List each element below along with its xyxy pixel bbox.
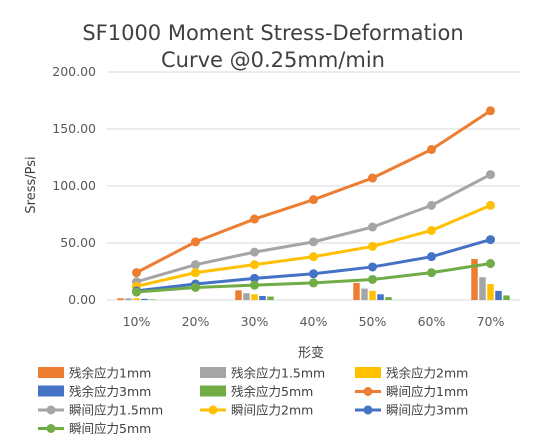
legend-swatch-bar [200,367,226,378]
bar [361,288,368,300]
series-line [135,109,492,274]
line-point [368,262,377,272]
line-point [250,260,259,270]
bar [377,294,384,300]
line-point [427,252,436,262]
legend-swatch-bar [355,367,381,378]
legend-swatch-bar [38,367,64,378]
bar [503,295,510,300]
y-tick-label: 100.00 [52,178,96,193]
line-point [309,195,318,205]
bar [353,282,360,300]
legend-label: 瞬间应力1mm [386,384,468,399]
legend-swatch-marker [363,405,373,415]
line-series-group [132,106,495,297]
bar [243,293,250,300]
legend-swatch-marker [208,405,218,415]
x-tick-label: 70% [477,314,505,329]
y-tick-label: 150.00 [52,121,96,136]
y-tick-labels: 0.00 50.00 100.00 150.00 200.00 [52,64,96,307]
bar [471,258,478,300]
legend-label: 残余应力3mm [69,384,151,399]
y-tick-label: 200.00 [52,64,96,79]
y-tick-label: 0.00 [68,292,96,307]
line-point [486,106,495,116]
chart-title-line1: SF1000 Moment Stress-Deformation [82,21,463,45]
line-point [250,273,259,283]
bar [141,298,148,300]
legend-swatch-bar [38,385,64,397]
bar [251,294,258,300]
line-point [191,237,200,247]
line-point [309,269,318,279]
bar [487,284,494,300]
x-tick-label: 20% [182,314,210,329]
legend-label: 残余应力2mm [386,366,468,381]
bar [133,298,140,300]
legend-swatch-marker [46,405,56,415]
bar [259,296,266,300]
line-point [486,170,495,180]
bar [235,290,242,300]
x-tick-label: 50% [359,314,387,329]
bar [267,296,274,300]
x-tick-labels: 10% 20% 30% 40% 50% 60% 70% [123,314,505,329]
line-point [250,280,259,290]
line-point [368,222,377,232]
legend-label: 残余应力1.5mm [231,366,325,381]
line-point [427,268,436,278]
line-point [486,235,495,245]
legend-label: 残余应力1mm [69,366,151,381]
line-point [191,282,200,292]
line-point [250,214,259,224]
bar [117,298,124,300]
line-point [427,200,436,210]
line-point [427,225,436,235]
line-point [368,274,377,284]
line-point [486,259,495,269]
line-point [309,252,318,262]
line-point [368,173,377,183]
legend-swatch-marker [46,424,56,433]
y-tick-label: 50.00 [60,235,96,250]
bar [385,297,392,300]
legend-swatch-bar [200,385,226,397]
line-point [309,237,318,247]
bar-series-group [117,258,510,300]
y-axis-label: Sress/Psi [24,156,39,213]
x-tick-label: 30% [241,314,269,329]
bar [125,298,132,300]
x-axis-label: 形变 [298,345,324,361]
bar [479,277,486,300]
legend-label: 瞬间应力5mm [69,421,151,436]
legend-label: 残余应力5mm [231,384,313,399]
chart-title-line2: Curve @0.25mm/min [161,48,385,72]
x-tick-label: 10% [123,314,151,329]
legend: 残余应力1mm 残余应力1.5mm 残余应力2mm 残余应力3mm 残余应力5mm 瞬间应… [38,366,468,436]
legend-swatch-marker [363,387,373,396]
bar [149,299,156,300]
legend-label: 瞬间应力1.5mm [69,403,163,418]
line-point [191,268,200,278]
bar [495,290,502,300]
line-point [132,287,141,297]
x-tick-label: 40% [300,314,328,329]
line-point [427,145,436,155]
line-point [486,200,495,210]
line-point [368,241,377,251]
legend-label: 瞬间应力2mm [231,403,313,418]
bar [369,290,376,300]
gridlines [107,71,520,301]
x-tick-label: 60% [418,314,446,329]
line-point [132,268,141,278]
line-point [250,247,259,257]
legend-label: 瞬间应力3mm [386,403,468,418]
line-point [191,260,200,270]
line-point [309,278,318,288]
